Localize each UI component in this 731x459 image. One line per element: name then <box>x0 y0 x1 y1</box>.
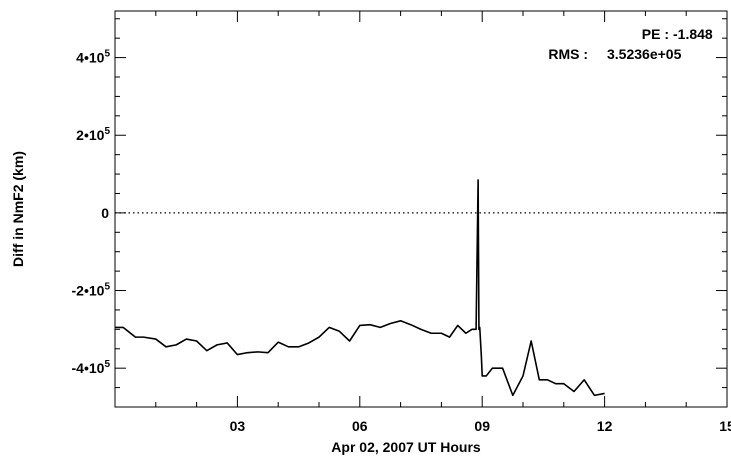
y-tick-label: -4•105 <box>72 359 111 376</box>
y-axis-ticks: -4•105 -2•105 0 2•105 4•105 <box>72 18 727 389</box>
x-tick-label: 15 <box>719 418 731 434</box>
rms-label: RMS : <box>548 46 588 62</box>
plot-frame <box>114 10 728 408</box>
pe-label: PE : <box>642 26 669 42</box>
rms-value: 3.5236e+05 <box>607 46 682 62</box>
pe-value: -1.848 <box>673 26 713 42</box>
y-tick-label: 0 <box>101 205 109 221</box>
x-tick-label: 03 <box>230 418 246 434</box>
y-tick-label: 2•105 <box>76 126 110 143</box>
y-tick-label: 4•105 <box>76 49 110 66</box>
x-tick-label: 09 <box>474 418 490 434</box>
series-line <box>115 179 605 397</box>
x-tick-label: 12 <box>597 418 613 434</box>
y-axis-title: Diff in NmF2 (km) <box>10 151 26 267</box>
x-tick-label: 06 <box>352 418 368 434</box>
x-axis-ticks: 03 06 09 12 15 <box>155 11 731 434</box>
y-tick-label: -2•105 <box>72 282 111 299</box>
x-axis-title: Apr 02, 2007 UT Hours <box>331 439 481 455</box>
